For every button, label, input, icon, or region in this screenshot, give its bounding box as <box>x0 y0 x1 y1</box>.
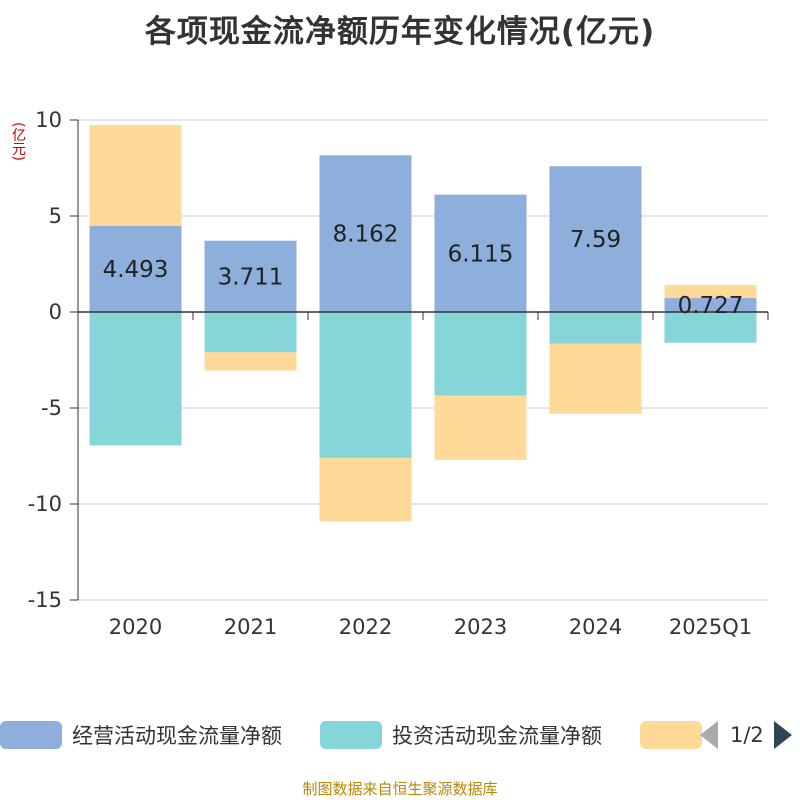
data-label: 0.727 <box>678 293 744 319</box>
legend-page-indicator: 1/2 <box>730 723 764 747</box>
x-tick-label: 2020 <box>109 615 162 639</box>
data-source-note: 制图数据来自恒生聚源数据库 <box>302 780 498 798</box>
bar-series-1-2021[interactable] <box>204 312 297 353</box>
data-label: 6.115 <box>448 241 514 267</box>
bar-series-1-2023[interactable] <box>434 312 527 396</box>
axes: 10 5 0 -5 -10 -15 2020 2021 2022 2023 2024 2025Q1 <box>28 108 769 639</box>
bar-series-0-2022[interactable] <box>319 155 412 312</box>
legend: 经营活动现金流量净额 投资活动现金流量净额 1/2 <box>0 718 800 752</box>
bar-series-2-2022[interactable] <box>319 457 412 522</box>
y-tick-label: 0 <box>49 300 62 324</box>
legend-label-investing: 投资活动现金流量净额 <box>392 724 602 748</box>
y-tick-label: 10 <box>35 108 62 132</box>
legend-item-financing[interactable] <box>640 718 712 752</box>
bar-series-0-2025Q1[interactable] <box>664 298 757 312</box>
y-tick-label: -10 <box>28 492 62 516</box>
bar-series-0-2024[interactable] <box>549 166 642 312</box>
y-tick-label: -15 <box>28 588 62 612</box>
legend-swatch-investing <box>320 721 382 749</box>
data-label: 3.711 <box>218 264 284 290</box>
bars <box>89 124 757 522</box>
x-tick-label: 2024 <box>569 615 622 639</box>
bar-series-0-2023[interactable] <box>434 194 527 312</box>
bar-series-1-2020[interactable] <box>89 312 182 446</box>
data-labels: 4.493 3.711 8.162 6.115 7.59 0.727 <box>103 222 744 319</box>
legend-item-operating[interactable]: 经营活动现金流量净额 <box>0 718 282 752</box>
x-tick-label: 2025Q1 <box>669 615 752 639</box>
legend-prev-page-icon[interactable] <box>700 721 718 749</box>
bar-series-0-2021[interactable] <box>204 240 297 312</box>
y-tick-label: 5 <box>49 204 62 228</box>
y-axis-unit-label: (亿元) <box>10 122 26 161</box>
bar-series-1-2022[interactable] <box>319 312 412 458</box>
chart-canvas: 10 5 0 -5 -10 -15 2020 2021 2022 2023 2024 2025Q1 4… <box>28 108 769 639</box>
x-tick-label: 2021 <box>224 615 277 639</box>
y-tick-label: -5 <box>41 396 62 420</box>
legend-next-page-icon[interactable] <box>773 721 792 749</box>
x-tick-label: 2023 <box>454 615 507 639</box>
legend-swatch-financing <box>640 721 702 749</box>
bar-series-0-2020[interactable] <box>89 225 182 312</box>
bar-series-2-2020[interactable] <box>89 124 182 226</box>
bar-series-2-2021[interactable] <box>204 352 297 371</box>
bar-series-1-2024[interactable] <box>549 312 642 344</box>
bar-series-2-2024[interactable] <box>549 343 642 414</box>
bar-series-2-2023[interactable] <box>434 395 527 460</box>
grid-lines <box>78 119 768 601</box>
data-label: 4.493 <box>103 257 169 283</box>
legend-item-investing[interactable]: 投资活动现金流量净额 <box>320 718 602 752</box>
chart-title: 各项现金流净额历年变化情况(亿元) <box>144 14 656 50</box>
legend-pager: 1/2 <box>700 718 792 752</box>
legend-label-operating: 经营活动现金流量净额 <box>72 724 282 748</box>
x-tick-label: 2022 <box>339 615 392 639</box>
bar-series-2-2025Q1[interactable] <box>664 284 757 299</box>
data-label: 8.162 <box>333 222 399 248</box>
legend-swatch-operating <box>0 721 62 749</box>
data-label: 7.59 <box>570 227 621 253</box>
bar-series-1-2025Q1[interactable] <box>664 312 757 343</box>
